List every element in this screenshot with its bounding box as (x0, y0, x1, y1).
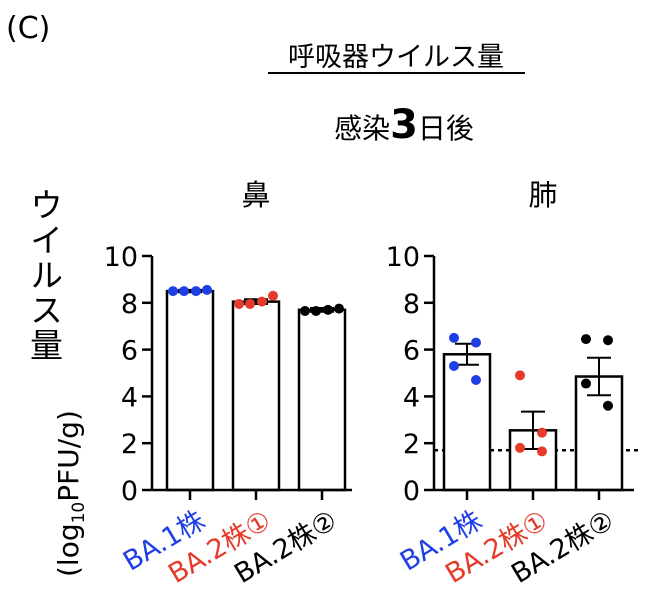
data-point (245, 298, 255, 309)
panel-title: 肺 (528, 178, 557, 212)
data-point (449, 332, 459, 343)
data-point (603, 335, 613, 346)
y-tick-label: 8 (121, 289, 138, 320)
data-point (537, 446, 547, 457)
data-point (537, 427, 547, 438)
data-point (471, 375, 481, 386)
bar (297, 308, 347, 492)
bar (442, 353, 492, 492)
data-point (603, 400, 613, 411)
data-point (515, 370, 525, 381)
bar (165, 289, 215, 492)
data-point (449, 360, 459, 371)
y-tick-label: 2 (403, 429, 420, 460)
data-point (202, 284, 212, 295)
y-tick-label: 0 (403, 476, 420, 507)
data-point (311, 305, 321, 316)
data-point (300, 305, 310, 316)
y-tick-label: 4 (121, 382, 138, 413)
data-point (191, 286, 201, 297)
y-tick-label: 0 (121, 476, 138, 507)
panel-title: 鼻 (241, 178, 270, 212)
y-tick-label: 6 (121, 336, 138, 367)
data-point (581, 334, 591, 345)
y-tick-label: 10 (386, 242, 420, 273)
data-point (471, 337, 481, 348)
y-tick-label: 8 (403, 289, 420, 320)
y-tick-label: 6 (403, 336, 420, 367)
data-point (323, 304, 333, 315)
y-axis-label-main: ウイルス量 (25, 188, 64, 363)
y-axis-label-unit: (log10PFU/g) (52, 410, 89, 577)
panel-label: (C) (6, 11, 50, 46)
data-point (179, 286, 189, 297)
y-tick-label: 4 (403, 382, 420, 413)
data-point (257, 296, 267, 307)
subtitle: 感染3日後 (334, 102, 474, 148)
data-point (515, 442, 525, 453)
data-point (234, 298, 244, 309)
y-tick-label: 10 (104, 242, 138, 273)
data-point (581, 378, 591, 389)
data-point (168, 286, 178, 297)
chart-title: 呼吸器ウイルス量 (288, 42, 504, 73)
bar (231, 300, 281, 492)
y-axis-label: ウイルス量 (log10PFU/g) (25, 188, 90, 577)
y-tick-label: 2 (121, 429, 138, 460)
data-point (268, 290, 278, 301)
data-point (334, 303, 344, 314)
